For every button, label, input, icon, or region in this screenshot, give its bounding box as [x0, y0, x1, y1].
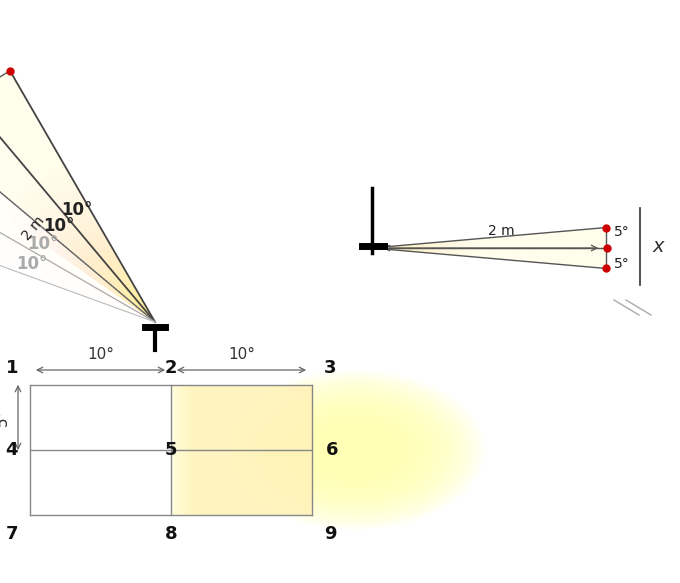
Text: 6: 6 [326, 441, 339, 459]
Text: 10°: 10° [87, 347, 114, 362]
Wedge shape [0, 177, 155, 322]
Text: 10°: 10° [43, 217, 74, 234]
Text: 7: 7 [5, 525, 18, 543]
Text: 2: 2 [165, 359, 177, 377]
Text: 10°: 10° [28, 235, 59, 253]
Text: 9: 9 [324, 525, 337, 543]
Text: 1: 1 [5, 359, 18, 377]
Wedge shape [372, 247, 385, 249]
Text: 5: 5 [165, 441, 177, 459]
Text: 8: 8 [165, 525, 177, 543]
Text: 5°: 5° [614, 224, 630, 238]
Text: 5°: 5° [0, 409, 10, 426]
Wedge shape [0, 136, 155, 322]
Text: 2 m: 2 m [488, 224, 515, 238]
Wedge shape [372, 227, 607, 248]
Text: 2 m: 2 m [20, 213, 48, 243]
Text: 4: 4 [5, 441, 18, 459]
Wedge shape [0, 71, 155, 322]
Text: x: x [652, 237, 664, 256]
Polygon shape [171, 385, 312, 515]
Wedge shape [372, 248, 607, 269]
Text: 10°: 10° [61, 201, 92, 219]
Text: 10°: 10° [228, 347, 255, 362]
Text: 10°: 10° [16, 255, 47, 273]
Text: 5°: 5° [614, 258, 630, 272]
Wedge shape [0, 100, 155, 322]
Text: 3: 3 [324, 359, 337, 377]
